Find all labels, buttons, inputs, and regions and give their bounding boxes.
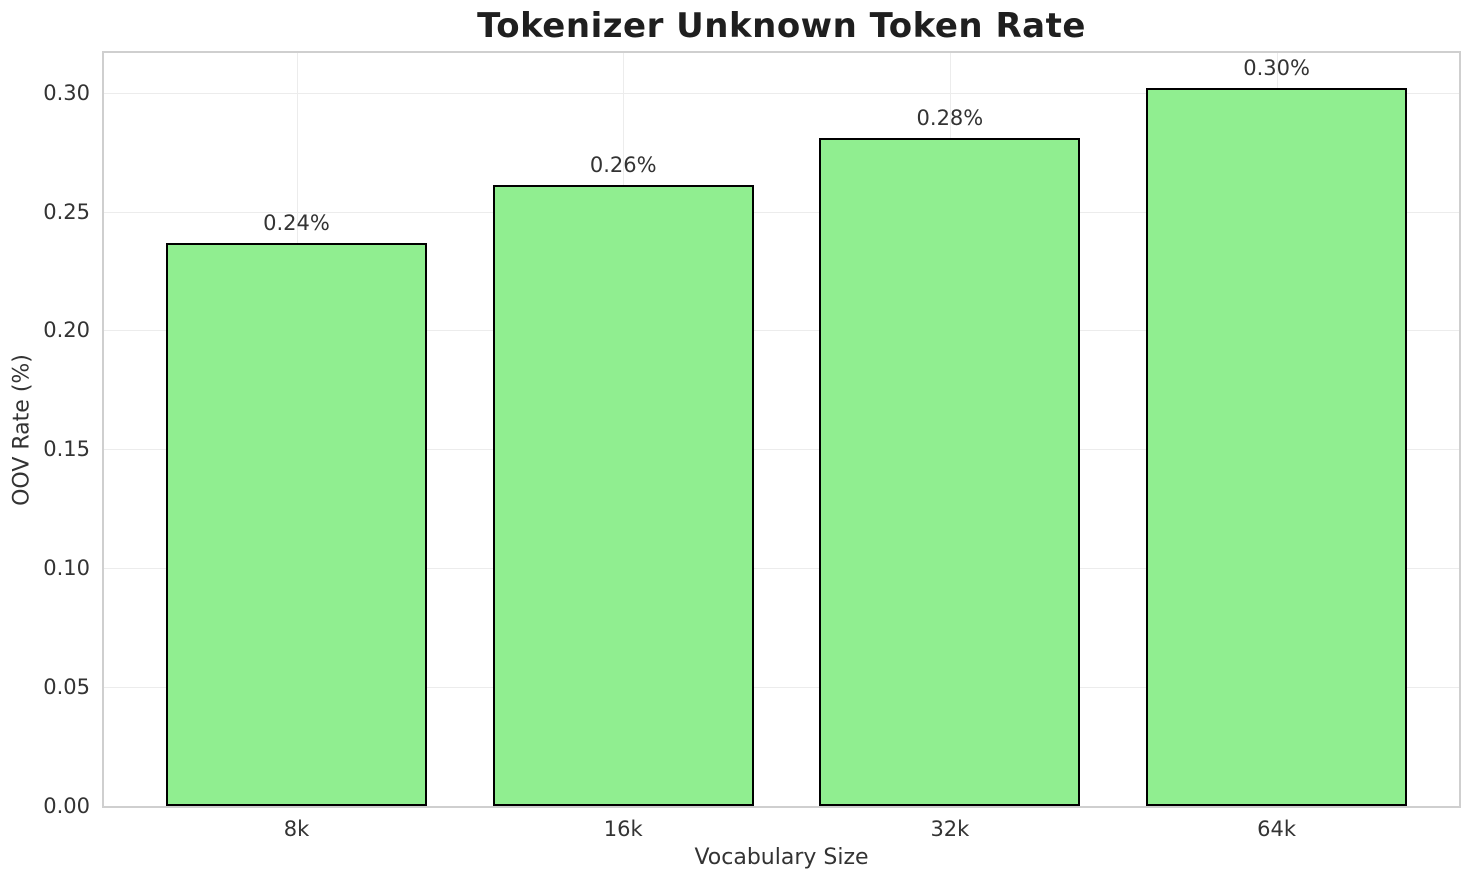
y-tick-label: 0.20 (43, 318, 90, 343)
horizontal-gridline (104, 330, 1459, 332)
chart-title: Tokenizer Unknown Token Rate (477, 6, 1086, 46)
x-tick-label: 32k (930, 817, 970, 841)
x-tick-label: 16k (603, 817, 643, 841)
bar (166, 242, 427, 806)
x-axis-label: Vocabulary Size (694, 845, 869, 870)
horizontal-gridline (104, 687, 1459, 689)
bar (1146, 87, 1408, 806)
y-tick-label: 0.05 (43, 675, 90, 700)
horizontal-gridline (104, 449, 1459, 451)
bar-value-label: 0.24% (263, 210, 330, 235)
x-tick-label: 64k (1257, 817, 1297, 841)
y-tick-label: 0.15 (43, 437, 90, 462)
plot-area: 0.24% 0.26% 0.28% 0.30% (102, 51, 1461, 808)
horizontal-gridline (104, 806, 1459, 807)
horizontal-gridline (104, 211, 1459, 213)
horizontal-gridline (104, 568, 1459, 570)
y-tick-label: 0.25 (43, 199, 90, 224)
x-tick-label: 8k (283, 817, 310, 841)
y-axis-label: OOV Rate (%) (9, 354, 35, 506)
bar (492, 185, 754, 806)
bar-value-label: 0.26% (589, 153, 657, 178)
bar (819, 137, 1081, 806)
bar-value-label: 0.30% (1243, 55, 1310, 80)
y-tick-label: 0.00 (43, 794, 90, 818)
horizontal-gridline (104, 92, 1459, 94)
y-tick-label: 0.30 (43, 80, 90, 105)
bar-value-label: 0.28% (916, 105, 984, 130)
y-tick-label: 0.10 (43, 556, 90, 581)
